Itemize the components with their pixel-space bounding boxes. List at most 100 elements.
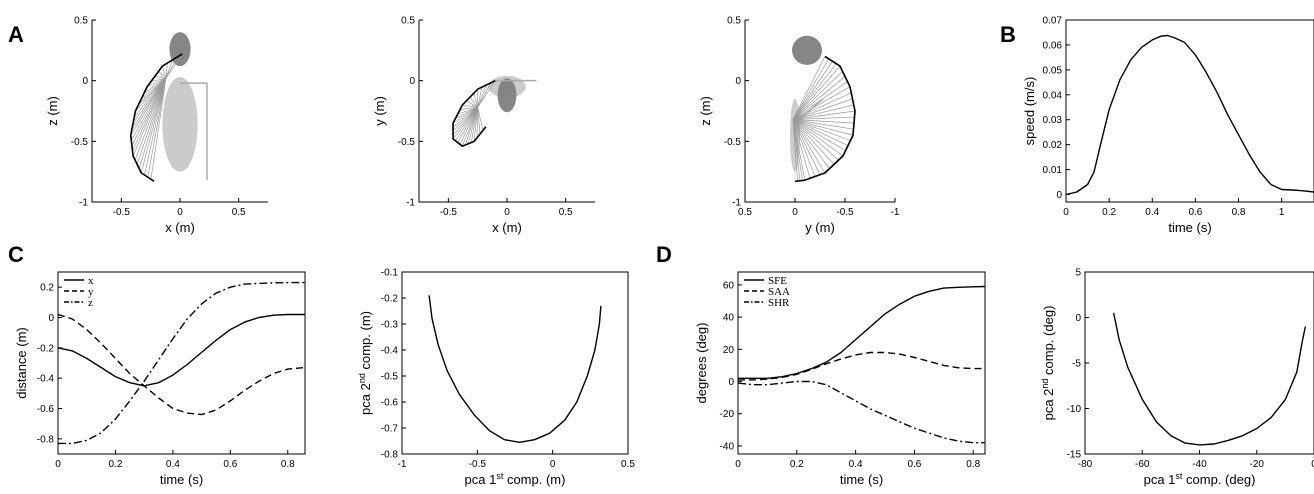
arm-segment (792, 119, 806, 181)
series-line-sfe (738, 285, 986, 379)
x-axis-label: y (m) (805, 220, 835, 235)
body-ellipse-0 (169, 32, 191, 67)
y-tick-label: 0 (409, 76, 415, 87)
axes-box-c2 (401, 271, 629, 455)
x-tick-label: -60 (1135, 459, 1150, 470)
arm-segment (147, 78, 167, 178)
arm-segment (132, 78, 167, 151)
chart-c2: -1 -0.5 0 0.5 -0.1 -0.2 -0.3 -0.4 -0.5 -0.6 -0.7 -0… (357, 268, 635, 488)
y-tick-label: 0.2 (40, 283, 54, 294)
y-tick-label: 0 (82, 76, 88, 87)
y-tick-label: 0.03 (1043, 115, 1063, 126)
legend-label: SFE (768, 275, 787, 287)
x-axis-label: x (m) (492, 220, 522, 235)
y-tick-label: -0.4 (37, 374, 55, 385)
x-axis-label: time (s) (840, 472, 883, 487)
axes-box-b (1065, 19, 1314, 203)
x-tick-label: 0.6 (907, 459, 921, 470)
arm-segment (452, 107, 478, 128)
arm-segment (473, 107, 479, 142)
arm-segment (135, 78, 167, 112)
arm-segment (477, 82, 492, 108)
x-tick-label: 0 (735, 459, 741, 470)
arm-segment (462, 104, 478, 108)
x-tick-label: 0.4 (1145, 207, 1159, 218)
x-tick-label: 0.6 (1188, 207, 1202, 218)
arm-segment (467, 107, 479, 144)
arm-segment (162, 66, 167, 79)
arm-segment (470, 107, 479, 143)
arm-segment (452, 107, 478, 136)
y-tick-label: 60 (723, 280, 735, 291)
x-tick-label: 0 (504, 207, 510, 218)
arm-segment (477, 107, 484, 131)
arm-segment (792, 119, 854, 130)
hand-trajectory (452, 79, 496, 147)
arm-segment (136, 78, 167, 165)
x-tick-label: 1 (1279, 207, 1285, 218)
x-tick-label: 0.4 (849, 459, 863, 470)
arm-segment (792, 92, 852, 120)
x-axis-label: time (s) (1168, 220, 1211, 235)
arm-segment (457, 107, 478, 115)
arm-segment (133, 78, 167, 118)
arm-segment (792, 104, 854, 120)
x-tick-label: 0.5 (738, 207, 752, 218)
arm-segment (792, 119, 816, 177)
y-tick-label: -0.8 (37, 434, 55, 445)
x-tick-label: -0.5 (113, 207, 131, 218)
arm-segment (459, 107, 478, 145)
arm-segment (452, 107, 478, 140)
y-tick-label: -5 (1072, 359, 1081, 370)
arm-segment (477, 84, 487, 108)
arm-segment (165, 63, 168, 79)
arm-segment (792, 71, 843, 120)
legend-label: z (88, 297, 93, 309)
chart-d1: 0 0.2 0.4 0.6 0.8 60 40 20 0 -20 -40 time (s) degree… (694, 271, 986, 487)
y-tick-label: -1 (406, 198, 415, 209)
x-tick-label: 0 (550, 459, 556, 470)
x-tick-label: -1 (398, 459, 407, 470)
arm-segment (792, 119, 811, 179)
arm-segment (792, 119, 844, 157)
arm-segment (792, 119, 801, 181)
x-tick-label: 0.5 (559, 207, 573, 218)
arm-segment (144, 78, 167, 176)
legend-label: SAA (768, 286, 790, 298)
arm-segment (792, 119, 798, 182)
arm-segment (165, 59, 173, 79)
x-axis-label: pca 1st comp. (m) (465, 471, 566, 487)
legend-label: x (88, 275, 94, 287)
y-tick-label: 0.05 (1043, 65, 1063, 76)
arm-segment (792, 65, 841, 120)
panel-letter-c: C (8, 242, 24, 267)
x-tick-label: 0 (55, 459, 61, 470)
y-tick-label: 0.01 (1043, 165, 1063, 176)
panel-letter-a: A (8, 22, 24, 47)
chart-c1: 0 0.2 0.4 0.6 0.8 0.2 0 -0.2 -0.4 -0.6 -0.8 time (s… (14, 271, 306, 487)
y-tick-label: 0 (735, 76, 741, 87)
x-tick-label: 0 (177, 207, 183, 218)
y-tick-label: -0.5 (398, 137, 416, 148)
arm-segment (165, 53, 183, 79)
x-tick-label: -0.5 (469, 459, 487, 470)
chart-a1: -0.5 0 0.5 -1 -0.5 0 0.5 x (m) z (m) (45, 16, 268, 235)
series-line-z (58, 281, 305, 445)
axes-box-d1 (737, 271, 986, 455)
x-tick-label: -0.5 (836, 207, 854, 218)
series-line-saa (738, 351, 985, 381)
body-ellipse-1 (497, 78, 517, 113)
y-tick-label: -0.3 (381, 320, 399, 331)
arm-segment (150, 78, 167, 180)
arm-segment (792, 119, 830, 169)
y-axis-label: pca 2nd comp. (m) (357, 311, 373, 415)
y-tick-label: -10 (1067, 404, 1082, 415)
y-tick-label: -0.2 (381, 294, 399, 305)
arm-segment (477, 107, 481, 135)
arm-segment (462, 107, 478, 147)
y-tick-label: -1 (79, 198, 88, 209)
arm-segment (792, 98, 853, 120)
arm-segment (131, 78, 167, 146)
arm-segment (792, 81, 848, 120)
